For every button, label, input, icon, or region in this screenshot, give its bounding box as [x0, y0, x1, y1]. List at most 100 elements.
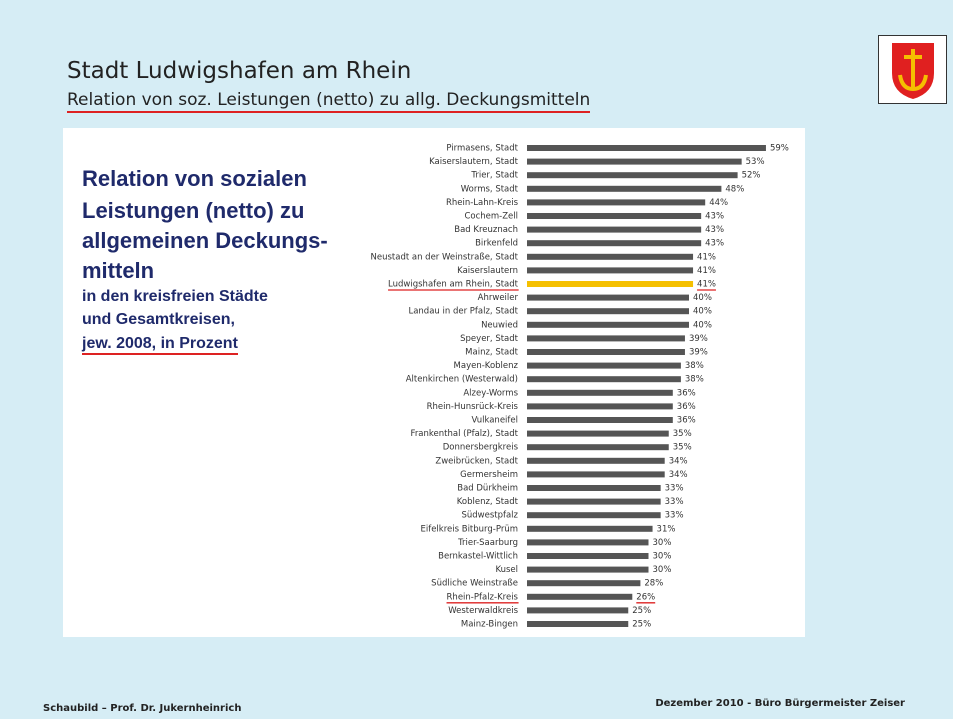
category-label: Landau in der Pfalz, Stadt [408, 307, 518, 317]
value-label: 53% [746, 157, 765, 167]
category-label: Rhein-Hunsrück-Kreis [427, 402, 519, 412]
category-label: Bad Kreuznach [454, 225, 518, 235]
heading-line: mitteln [82, 258, 155, 283]
sub-line: und Gesamtkreisen, [82, 311, 235, 328]
category-label: Frankenthal (Pfalz), Stadt [411, 429, 519, 439]
bar [527, 525, 653, 532]
bar [527, 485, 661, 491]
value-label: 52% [742, 171, 761, 181]
slide-subtitle: Relation von soz. Leistungen (netto) zu … [67, 89, 591, 113]
logo [878, 35, 947, 104]
category-label: Bernkastel-Wittlich [438, 552, 518, 562]
value-label: 41% [697, 280, 716, 290]
category-label: Vulkaneifel [471, 416, 518, 426]
category-label: Neustadt an der Weinstraße, Stadt [371, 252, 519, 262]
category-label: Germersheim [460, 470, 518, 480]
bar [527, 172, 738, 179]
value-label: 44% [709, 198, 728, 208]
category-label: Birkenfeld [475, 239, 518, 249]
value-label: 40% [693, 293, 712, 303]
value-label: 30% [653, 538, 672, 548]
bar [527, 376, 681, 383]
value-label: 39% [689, 348, 708, 358]
category-label: Rhein-Pfalz-Kreis [447, 592, 519, 602]
bar [527, 471, 665, 478]
footer-right: Dezember 2010 - Büro Bürgermeister Zeise… [655, 698, 905, 709]
value-label: 33% [665, 511, 684, 521]
category-label: Bad Dürkheim [457, 484, 518, 494]
value-label: 36% [677, 416, 696, 426]
value-label: 48% [725, 184, 744, 194]
bar [527, 294, 689, 301]
sub-line: in den kreisfreien Städte [82, 288, 268, 305]
category-label: Worms, Stadt [461, 184, 519, 194]
category-label: Speyer, Stadt [460, 334, 519, 344]
bar [527, 457, 665, 464]
bar [527, 158, 742, 165]
bar [527, 335, 685, 342]
category-label: Donnersbergkreis [443, 443, 519, 453]
bar [527, 593, 633, 600]
value-label: 28% [644, 579, 663, 589]
bar [527, 240, 702, 247]
bar [527, 389, 673, 396]
value-label: 35% [673, 443, 692, 453]
value-label: 39% [689, 334, 708, 344]
bar [527, 498, 661, 505]
value-label: 34% [669, 470, 688, 480]
bar [527, 607, 629, 614]
category-label: Pirmasens, Stadt [446, 144, 518, 154]
value-label: 41% [697, 266, 716, 276]
bar [527, 444, 669, 451]
category-label: Mainz, Stadt [465, 348, 518, 358]
bar [527, 430, 669, 437]
category-label: Koblenz, Stadt [457, 497, 519, 507]
value-label: 25% [632, 620, 651, 630]
value-label: 31% [657, 524, 676, 534]
value-label: 30% [653, 552, 672, 562]
chart-panel [63, 128, 805, 637]
bar [527, 145, 766, 151]
category-label: Kaiserslautern, Stadt [429, 157, 519, 167]
category-label: Eifelkreis Bitburg-Prüm [420, 524, 518, 534]
bar [527, 553, 649, 559]
category-label: Kaiserslautern [457, 266, 518, 276]
value-label: 43% [705, 212, 724, 222]
bar [527, 185, 722, 192]
category-label: Mainz-Bingen [461, 620, 518, 630]
category-label: Ahrweiler [478, 293, 519, 303]
value-label: 26% [636, 592, 655, 602]
category-label: Westerwaldkreis [448, 606, 518, 616]
category-label: Zweibrücken, Stadt [435, 456, 518, 466]
value-label: 30% [653, 565, 672, 575]
bar [527, 321, 689, 328]
value-label: 40% [693, 320, 712, 330]
bar [527, 512, 661, 519]
heading-line: Relation von sozialen [82, 166, 307, 191]
bar [527, 281, 694, 287]
category-label: Neuwied [481, 320, 518, 330]
heading-line: allgemeinen Deckungs- [82, 228, 328, 253]
category-label: Südliche Weinstraße [431, 579, 518, 589]
value-label: 33% [665, 497, 684, 507]
category-label: Altenkirchen (Westerwald) [406, 375, 518, 385]
value-label: 43% [705, 225, 724, 235]
category-label: Cochem-Zell [464, 212, 518, 222]
bar [527, 417, 673, 423]
bar [527, 226, 702, 233]
bar [527, 539, 649, 546]
category-label: Trier, Stadt [470, 171, 518, 181]
bar [527, 566, 649, 573]
value-label: 59% [770, 144, 789, 154]
value-label: 41% [697, 252, 716, 262]
value-label: 38% [685, 361, 704, 371]
bar [527, 621, 629, 627]
category-label: Südwestpfalz [461, 511, 518, 521]
slide-title: Stadt Ludwigshafen am Rhein [67, 58, 412, 84]
category-label: Ludwigshafen am Rhein, Stadt [388, 280, 519, 290]
bar [527, 403, 673, 410]
bar [527, 580, 641, 587]
value-label: 36% [677, 402, 696, 412]
